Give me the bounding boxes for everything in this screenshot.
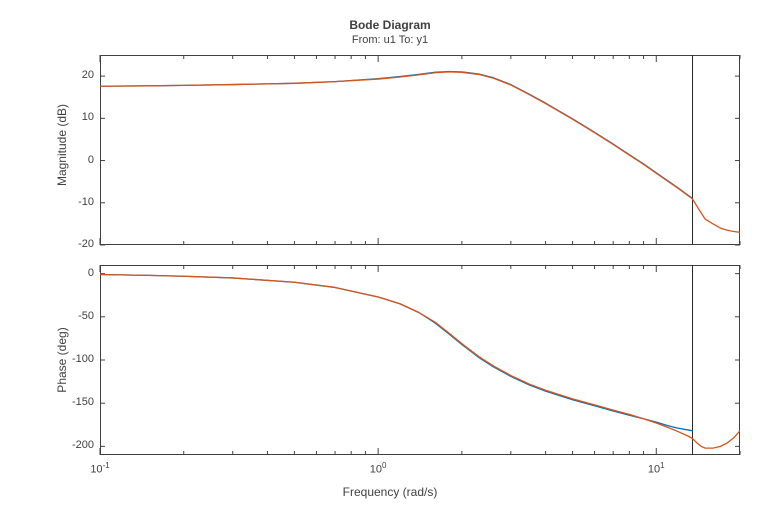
- mag-series-2: [100, 72, 740, 232]
- bode-figure: { "layout": { "figure_width": 780, "figu…: [0, 0, 780, 520]
- plot-svg: [0, 0, 780, 520]
- mag-series-1: [100, 71, 693, 198]
- phase-series-2: [100, 275, 740, 449]
